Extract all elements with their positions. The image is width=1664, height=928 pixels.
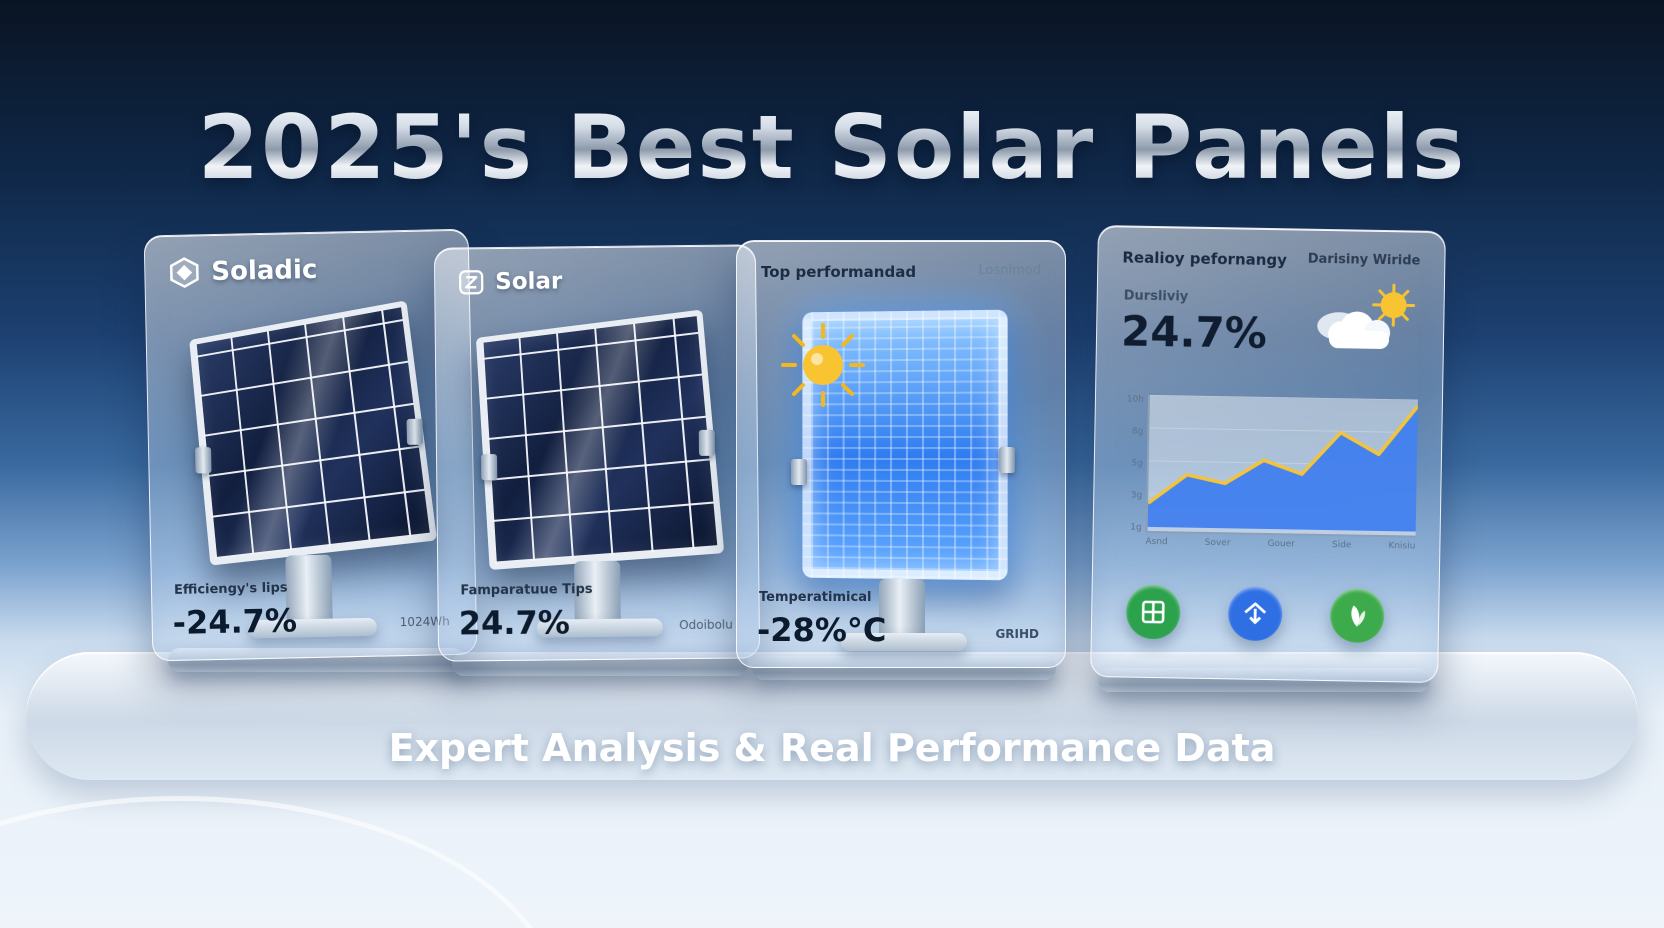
card-soladic: Soladic Efficiengy's lips -24.7% 1024Wh (143, 228, 478, 662)
solar-panel-grid-icon (1125, 584, 1181, 640)
stat-side-text: GRIHD (995, 627, 1039, 641)
card-header-left: Top performandad (761, 263, 917, 281)
panel-stand (879, 579, 925, 635)
stat-label: Famparatuue Tips (460, 582, 593, 599)
stat-value: 24.7% (458, 603, 570, 643)
stat-value: -28%°C (757, 611, 887, 649)
floor-arc-line (0, 796, 560, 928)
card-header-right: Darisiny Wiride (1307, 251, 1421, 269)
y-tick: 3g (1130, 490, 1143, 501)
x-tick: Side (1331, 540, 1352, 551)
eco-leaf-icon (1329, 588, 1385, 644)
soladic-brand: Soladic (167, 253, 318, 290)
y-tick: 1g (1130, 522, 1142, 533)
x-tick: Sover (1204, 537, 1231, 549)
panel-clip (195, 447, 212, 474)
panel-clip (481, 454, 498, 481)
performance-chart-plot (1147, 394, 1420, 533)
metric-label: Dursliviy (1123, 288, 1189, 305)
solar-logo-icon (459, 270, 484, 295)
panel-clip (406, 418, 424, 445)
card-analytics: Realioy pefornangy Darisiny Wiride Dursl… (1090, 224, 1446, 684)
soladic-logo-icon (169, 257, 199, 289)
brand-label: Solar (495, 268, 563, 296)
x-tick: Gouer (1267, 539, 1295, 550)
card-header-left: Realioy pefornangy (1122, 248, 1288, 270)
home-energy-icon (1227, 586, 1283, 642)
panel-clip (999, 447, 1015, 473)
card-performance: Top performandad Losnimod Temperatimical… (736, 240, 1066, 668)
brand-label: Soladic (211, 254, 318, 288)
weather-icon (1317, 283, 1416, 349)
y-tick: 8g (1131, 426, 1144, 437)
stat-side-text: Odoibolu (679, 617, 733, 633)
page-title: 2025's Best Solar Panels (0, 96, 1664, 199)
chart-x-axis: Asnd Sover Gouer Side Knisiu (1145, 537, 1415, 552)
stat-value: -24.7% (172, 601, 298, 642)
page-subtitle: Expert Analysis & Real Performance Data (388, 726, 1276, 770)
panel-clip (791, 459, 807, 485)
stat-label: Temperatimical (759, 590, 872, 605)
feature-badges (1125, 584, 1385, 644)
sun-icon (781, 323, 865, 407)
solar-panel (475, 309, 725, 570)
panel-stand-base (841, 633, 967, 651)
x-tick: Asnd (1145, 536, 1168, 548)
solar-brand: Solar (457, 267, 562, 296)
solar-panel (189, 300, 438, 566)
metric-value: 24.7% (1120, 306, 1268, 358)
performance-chart: 10h 8g 5g 3g 1g Asnd Sover Gouer Side Kn… (1119, 394, 1420, 552)
card-header-right: Losnimod (978, 263, 1041, 278)
x-tick: Knisiu (1388, 541, 1416, 552)
y-tick: 5g (1131, 458, 1143, 469)
chart-y-axis: 10h 8g 5g 3g 1g (1120, 394, 1148, 533)
stat-label: Efficiengy's lips (173, 580, 288, 598)
panel-clip (698, 429, 716, 456)
card-solar: Solar Famparatuue Tips 24.7% Odoibolu (433, 244, 761, 662)
y-tick: 10h (1126, 394, 1145, 405)
